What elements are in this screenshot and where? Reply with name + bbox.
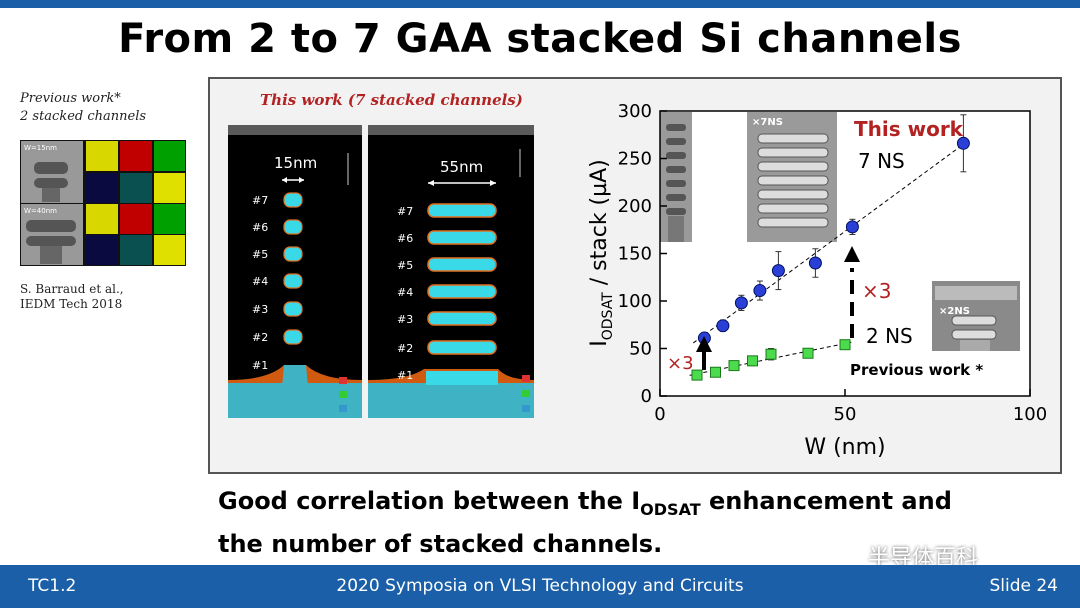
- reference: S. Barraud et al., IEDM Tech 2018: [20, 282, 200, 312]
- iodsat-chart: ×7NS ×2NS 0 50 100 0 50 100 150 200 250 300 This…: [587, 101, 1047, 460]
- y-tick-label: 100: [618, 291, 652, 312]
- data-point-2ns: [710, 366, 721, 378]
- prev-img-label-w15: W=15nm: [24, 144, 57, 152]
- data-point-2ns: [802, 347, 814, 359]
- data-point-2ns: [765, 348, 777, 360]
- previous-work-line-2: 2 stacked channels: [20, 109, 147, 124]
- caption-line-2: the number of stacked channels.: [218, 529, 663, 558]
- y-axis-title-sub: ODSAT: [600, 292, 616, 340]
- inset-7ns-label: ×7NS: [752, 117, 783, 128]
- x3-arrow-left: [696, 336, 712, 370]
- top-accent-bar: [0, 0, 1080, 8]
- inset-2ns-label: ×2NS: [939, 306, 970, 317]
- channel-label-4-left: #4: [252, 275, 269, 288]
- data-point-2ns: [839, 339, 851, 351]
- caption-line-1: Good correlation between the IODSAT enha…: [218, 484, 1058, 527]
- y-axis-title-main: I: [587, 340, 612, 347]
- data-point-7ns: [845, 220, 859, 234]
- annotation-x3-right: ×3: [862, 279, 891, 303]
- caption-line-1-b: enhancement and: [700, 487, 952, 515]
- channel-label-4-right: #4: [397, 286, 414, 299]
- tem-width-label-55nm: 55nm: [440, 158, 484, 176]
- reference-line-1: S. Barraud et al.,: [20, 282, 124, 296]
- tem-image-15nm: [228, 125, 362, 418]
- inset-2ns-tem: ×2NS: [932, 281, 1020, 351]
- data-point-2ns: [728, 360, 740, 372]
- tem-image-55nm: [368, 125, 534, 418]
- inset-7ns-tem: ×7NS: [747, 112, 837, 242]
- channel-label-5-left: #5: [252, 248, 269, 261]
- footer-bar: TC1.2 2020 Symposia on VLSI Technology a…: [0, 565, 1080, 608]
- plot-area: [660, 111, 1030, 396]
- caption-line-1-a: Good correlation between the I: [218, 487, 641, 515]
- x-tick-label: 50: [834, 404, 857, 425]
- channel-label-3-right: #3: [397, 313, 414, 326]
- footer-conference: 2020 Symposia on VLSI Technology and Cir…: [336, 576, 744, 596]
- y-tick-label: 0: [641, 386, 652, 407]
- channel-label-3-left: #3: [252, 303, 269, 316]
- data-point-2ns: [691, 369, 703, 381]
- y-tick-label: 250: [618, 149, 652, 170]
- x3-arrow-right: [844, 246, 860, 338]
- channel-label-1-right: #1: [397, 369, 414, 382]
- data-point-2ns: [747, 355, 758, 367]
- y-tick-label: 50: [629, 339, 652, 360]
- footer-session: TC1.2: [28, 576, 77, 596]
- x-tick-label: 0: [654, 404, 665, 425]
- channel-label-5-right: #5: [397, 259, 414, 272]
- x-tick-label: 100: [1013, 404, 1047, 425]
- y-tick-label: 200: [618, 196, 652, 217]
- annotation-previous-work: Previous work *: [850, 361, 983, 379]
- slide-caption: Good correlation between the IODSAT enha…: [218, 484, 1058, 561]
- this-work-caption: This work (7 stacked channels): [260, 91, 523, 109]
- previous-work-tem-image: W=15nm W=40nm: [20, 140, 186, 266]
- reference-line-2: IEDM Tech 2018: [20, 297, 123, 311]
- channel-label-2-left: #2: [252, 331, 269, 344]
- tem-width-label-15nm: 15nm: [274, 154, 318, 172]
- slide-title: From 2 to 7 GAA stacked Si channels: [118, 16, 962, 62]
- annotation-this-work: This work: [854, 117, 964, 141]
- prev-img-label-w40: W=40nm: [24, 207, 57, 215]
- previous-work-line-1: Previous work*: [20, 91, 121, 106]
- y-axis-title: IODSAT / stack (µA): [587, 159, 616, 347]
- trend-line-7ns: [693, 141, 968, 344]
- channel-label-6-left: #6: [252, 221, 269, 234]
- data-point-7ns: [753, 284, 767, 298]
- data-point-7ns: [771, 264, 785, 278]
- data-point-7ns: [716, 319, 730, 333]
- channel-label-2-right: #2: [397, 342, 414, 355]
- annotation-2ns: 2 NS: [866, 324, 913, 348]
- y-axis-title-rest: / stack (µA): [587, 159, 612, 292]
- y-tick-label: 150: [618, 244, 652, 265]
- footer-slide-number: Slide 24: [989, 576, 1058, 596]
- annotation-7ns: 7 NS: [858, 149, 905, 173]
- channel-label-7-right: #7: [397, 205, 414, 218]
- annotation-x3-left: ×3: [667, 353, 694, 374]
- data-point-7ns: [808, 256, 822, 270]
- data-point-7ns: [956, 136, 970, 150]
- inset-7ns-left-tem: [660, 112, 692, 242]
- data-point-7ns: [734, 296, 748, 310]
- x-axis-title: W (nm): [804, 435, 885, 460]
- channel-label-1-left: #1: [252, 359, 269, 372]
- channel-label-7-left: #7: [252, 194, 269, 207]
- channel-label-6-right: #6: [397, 232, 414, 245]
- previous-work-caption: Previous work* 2 stacked channels: [20, 90, 200, 126]
- y-tick-label: 300: [618, 101, 652, 122]
- caption-line-1-sub: ODSAT: [640, 499, 701, 519]
